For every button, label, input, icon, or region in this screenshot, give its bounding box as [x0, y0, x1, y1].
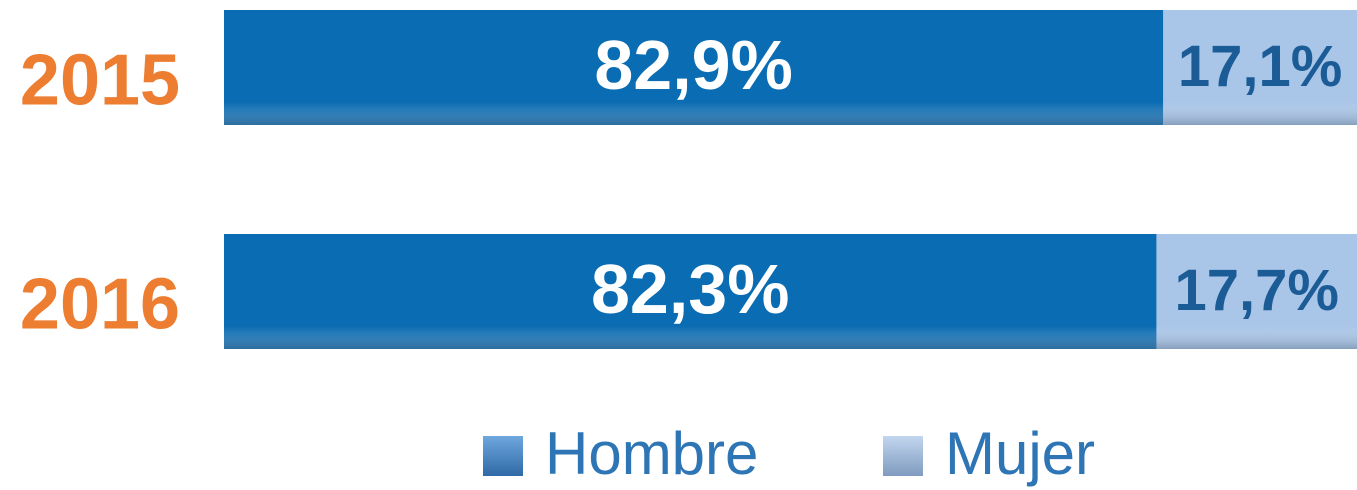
value-label: 82,3% [591, 250, 789, 328]
value-label: 17,1% [1178, 34, 1342, 99]
legend-label: Mujer [945, 420, 1095, 487]
value-label: 17,7% [1174, 258, 1338, 323]
bar-shade [224, 10, 1164, 125]
bar-shade [1163, 10, 1357, 125]
bar-shade [1156, 234, 1357, 349]
category-label: 2015 [20, 41, 180, 121]
bar-shade [224, 234, 1157, 349]
value-label: 82,9% [594, 26, 792, 104]
legend-swatch [883, 436, 923, 476]
legend-label: Hombre [545, 420, 758, 487]
category-label: 2016 [20, 265, 180, 345]
legend-swatch [483, 436, 523, 476]
